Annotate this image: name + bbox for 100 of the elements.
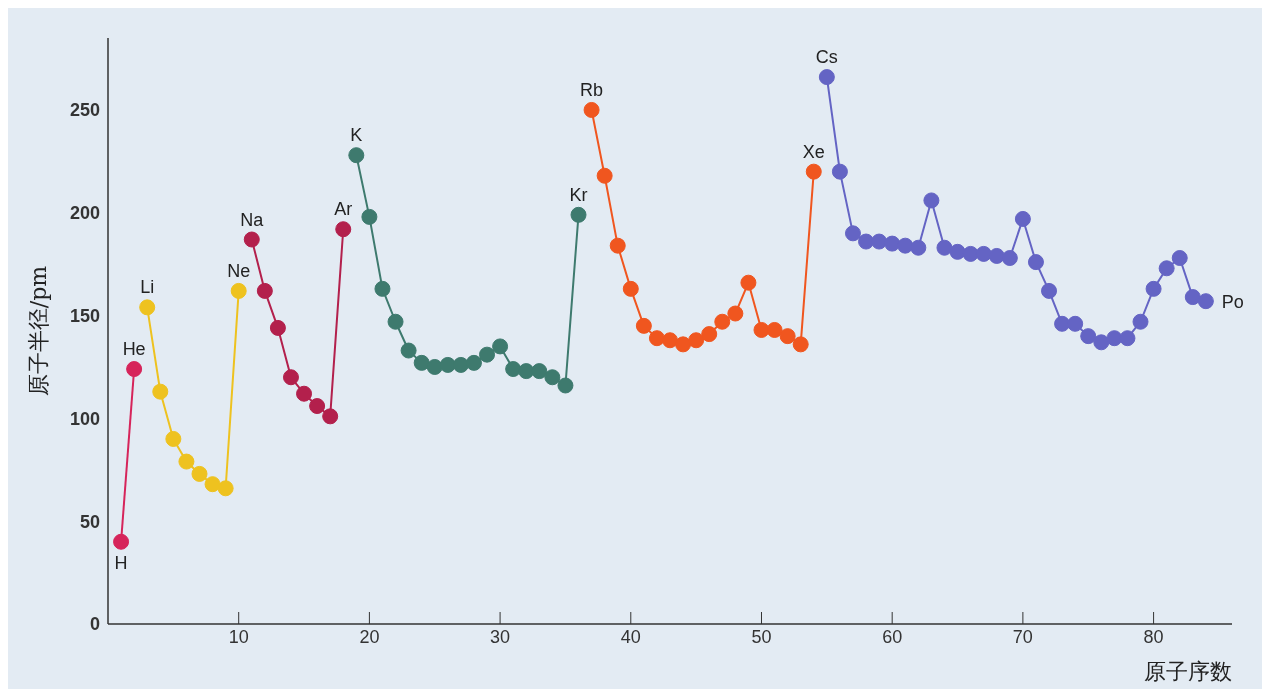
point: [531, 363, 548, 380]
point: [1093, 334, 1110, 351]
point: [400, 342, 417, 359]
point: [348, 147, 365, 164]
point: [544, 369, 561, 386]
point: [178, 453, 195, 470]
point: [779, 328, 796, 345]
y-tick-label: 0: [89, 614, 100, 635]
point: [1014, 210, 1031, 227]
point: [844, 225, 861, 242]
x-tick-label: 20: [359, 626, 380, 647]
point: [322, 408, 339, 425]
point: [1001, 250, 1018, 267]
point: [962, 245, 979, 262]
x-tick-label: 70: [1012, 626, 1033, 647]
point: [910, 239, 927, 256]
point: [309, 398, 326, 415]
x-axis-title: 原子序数: [1144, 659, 1232, 684]
annotation: Li: [140, 277, 155, 298]
point: [662, 332, 678, 349]
point: [1145, 280, 1162, 297]
x-tick-label: 80: [1143, 626, 1164, 647]
point: [505, 361, 522, 378]
point: [1119, 330, 1136, 347]
annotation: Ar: [334, 199, 353, 220]
x-tick-label: 50: [751, 626, 772, 647]
point: [217, 480, 234, 497]
annotation: Po: [1221, 291, 1244, 312]
point: [740, 274, 757, 291]
point: [936, 239, 953, 256]
point: [1171, 250, 1188, 267]
y-tick-label: 250: [69, 100, 100, 121]
point: [282, 369, 299, 386]
point: [256, 282, 273, 299]
x-tick-label: 30: [490, 626, 511, 647]
point: [753, 321, 770, 338]
point: [792, 336, 809, 353]
annotation: H: [114, 552, 128, 573]
point: [361, 208, 378, 225]
point: [126, 361, 143, 378]
point: [465, 354, 482, 371]
point: [387, 313, 404, 330]
point: [1080, 328, 1097, 345]
point: [518, 363, 535, 380]
point: [596, 167, 613, 184]
point: [152, 383, 169, 400]
annotation: Xe: [802, 141, 825, 162]
point: [805, 163, 822, 180]
x-tick-label: 60: [882, 626, 903, 647]
point: [570, 206, 587, 223]
point: [635, 317, 652, 334]
point: [949, 243, 966, 260]
y-tick-label: 50: [79, 511, 100, 532]
annotation: Ne: [227, 260, 251, 281]
point: [648, 330, 665, 347]
point: [1158, 260, 1175, 277]
point: [831, 163, 848, 180]
y-axis-title: 原子半径/pm: [25, 265, 51, 397]
point: [688, 332, 705, 349]
point: [269, 319, 286, 336]
annotation: Cs: [815, 47, 838, 68]
point: [439, 356, 456, 373]
point: [1041, 282, 1058, 299]
point: [988, 247, 1005, 264]
point: [204, 476, 221, 493]
point: [675, 336, 692, 353]
point: [426, 358, 443, 375]
y-tick-label: 100: [69, 408, 100, 429]
y-tick-label: 200: [69, 203, 100, 224]
point: [714, 313, 731, 330]
point: [923, 192, 940, 209]
point: [243, 231, 260, 248]
annotation: Na: [240, 209, 265, 230]
point: [139, 299, 156, 316]
point: [1067, 315, 1084, 332]
point: [1197, 293, 1214, 310]
y-tick-label: 150: [69, 305, 100, 326]
point: [727, 305, 744, 322]
point: [165, 430, 182, 447]
point: [1132, 313, 1149, 330]
point: [609, 237, 626, 254]
annotation: K: [350, 125, 363, 146]
point: [113, 533, 130, 550]
point: [230, 282, 247, 299]
point: [296, 385, 313, 402]
point: [1106, 330, 1123, 347]
point: [335, 221, 352, 238]
point: [492, 338, 509, 355]
x-tick-label: 10: [228, 626, 249, 647]
point: [897, 237, 914, 254]
point: [413, 354, 430, 371]
point: [871, 233, 888, 250]
point: [583, 101, 600, 118]
point: [374, 280, 391, 297]
point: [701, 326, 718, 343]
point: [884, 235, 901, 252]
point: [975, 245, 992, 262]
point: [1184, 289, 1201, 306]
point: [766, 321, 783, 338]
annotation: Rb: [580, 79, 604, 100]
